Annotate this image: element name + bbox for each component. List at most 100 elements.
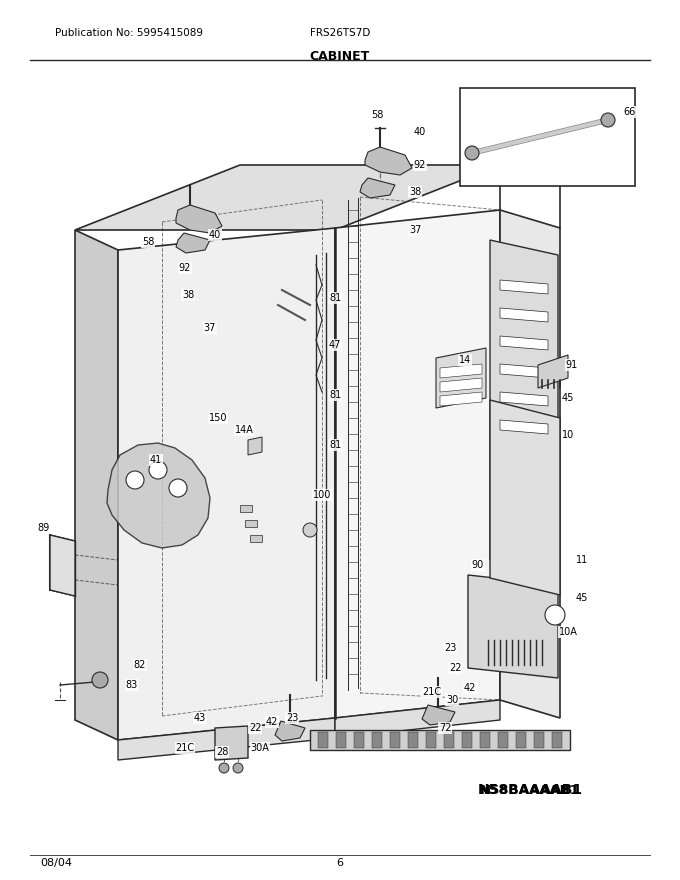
Text: 91: 91	[566, 360, 578, 370]
Circle shape	[219, 763, 229, 773]
Polygon shape	[440, 378, 482, 392]
Polygon shape	[490, 400, 560, 595]
Circle shape	[601, 113, 615, 127]
Polygon shape	[335, 210, 500, 718]
Circle shape	[233, 763, 243, 773]
Text: 21C: 21C	[422, 687, 441, 697]
Polygon shape	[118, 228, 335, 740]
Text: 37: 37	[204, 323, 216, 333]
Polygon shape	[248, 437, 262, 455]
Text: 42: 42	[464, 683, 476, 693]
Bar	[245, 520, 257, 527]
Text: 40: 40	[209, 230, 221, 240]
Polygon shape	[75, 230, 118, 740]
Polygon shape	[215, 726, 248, 760]
Text: FRS26TS7D: FRS26TS7D	[310, 28, 371, 38]
Text: 58: 58	[142, 237, 154, 247]
Polygon shape	[440, 392, 482, 406]
Polygon shape	[500, 420, 548, 434]
Polygon shape	[500, 308, 548, 322]
Text: 100: 100	[313, 490, 331, 500]
Text: 43: 43	[194, 713, 206, 723]
Text: 58: 58	[371, 110, 384, 120]
Text: 38: 38	[409, 187, 421, 197]
Circle shape	[149, 461, 167, 479]
Polygon shape	[422, 705, 455, 725]
Text: 28: 28	[216, 747, 228, 757]
Polygon shape	[176, 233, 210, 253]
Text: 38: 38	[182, 290, 194, 300]
Polygon shape	[275, 721, 305, 741]
Polygon shape	[444, 732, 454, 748]
Text: 22: 22	[249, 723, 261, 733]
Text: 11: 11	[576, 555, 588, 565]
Polygon shape	[335, 700, 500, 738]
Bar	[240, 505, 252, 512]
Polygon shape	[552, 732, 562, 748]
Text: 40: 40	[414, 127, 426, 137]
Text: 08/04: 08/04	[40, 858, 72, 868]
Text: 23: 23	[286, 713, 299, 723]
Text: 81: 81	[329, 293, 341, 303]
Text: Publication No: 5995415089: Publication No: 5995415089	[55, 28, 203, 38]
Text: 30: 30	[446, 695, 458, 705]
Text: 6: 6	[337, 858, 343, 868]
Polygon shape	[426, 732, 436, 748]
Polygon shape	[408, 732, 418, 748]
Text: 14: 14	[459, 355, 471, 365]
Text: 30A: 30A	[250, 743, 269, 753]
Text: 47: 47	[329, 340, 341, 350]
Bar	[250, 535, 262, 542]
Circle shape	[92, 672, 108, 688]
Text: 72: 72	[439, 723, 452, 733]
Polygon shape	[390, 732, 400, 748]
Text: 42: 42	[266, 717, 278, 727]
Polygon shape	[118, 718, 335, 760]
Circle shape	[465, 146, 479, 160]
Polygon shape	[354, 732, 364, 748]
Polygon shape	[107, 443, 210, 548]
Circle shape	[303, 523, 317, 537]
Polygon shape	[176, 205, 222, 233]
Polygon shape	[310, 730, 570, 750]
Polygon shape	[360, 178, 395, 198]
Text: 82: 82	[134, 660, 146, 670]
Polygon shape	[500, 336, 548, 350]
Polygon shape	[336, 732, 346, 748]
Text: 81: 81	[329, 390, 341, 400]
Polygon shape	[480, 732, 490, 748]
Polygon shape	[500, 364, 548, 378]
Text: 89: 89	[38, 523, 50, 533]
Polygon shape	[462, 732, 472, 748]
Text: 14A: 14A	[235, 425, 254, 435]
Circle shape	[545, 605, 565, 625]
Text: 150: 150	[209, 413, 227, 423]
Text: 90: 90	[472, 560, 484, 570]
Polygon shape	[372, 732, 382, 748]
Text: 45: 45	[562, 393, 574, 403]
Text: N58BAAAAB1: N58BAAAAB1	[480, 783, 580, 796]
Circle shape	[169, 479, 187, 497]
Circle shape	[126, 471, 144, 489]
Polygon shape	[440, 364, 482, 378]
Text: 92: 92	[414, 160, 426, 170]
Text: 37: 37	[409, 225, 421, 235]
Text: 22: 22	[449, 663, 461, 673]
Polygon shape	[50, 535, 75, 596]
Text: N58BAAAAB1: N58BAAAAB1	[477, 783, 583, 797]
Bar	[460, 88, 635, 186]
Text: 10: 10	[562, 430, 574, 440]
Polygon shape	[534, 732, 544, 748]
Text: 81: 81	[329, 440, 341, 450]
Polygon shape	[500, 392, 548, 406]
Text: 21C: 21C	[175, 743, 194, 753]
Polygon shape	[318, 732, 328, 748]
Text: 45: 45	[576, 593, 588, 603]
Text: 92: 92	[179, 263, 191, 273]
Polygon shape	[490, 240, 558, 578]
Polygon shape	[500, 280, 548, 294]
Polygon shape	[365, 147, 412, 175]
Polygon shape	[468, 575, 558, 678]
Polygon shape	[538, 355, 568, 388]
Polygon shape	[500, 210, 560, 718]
